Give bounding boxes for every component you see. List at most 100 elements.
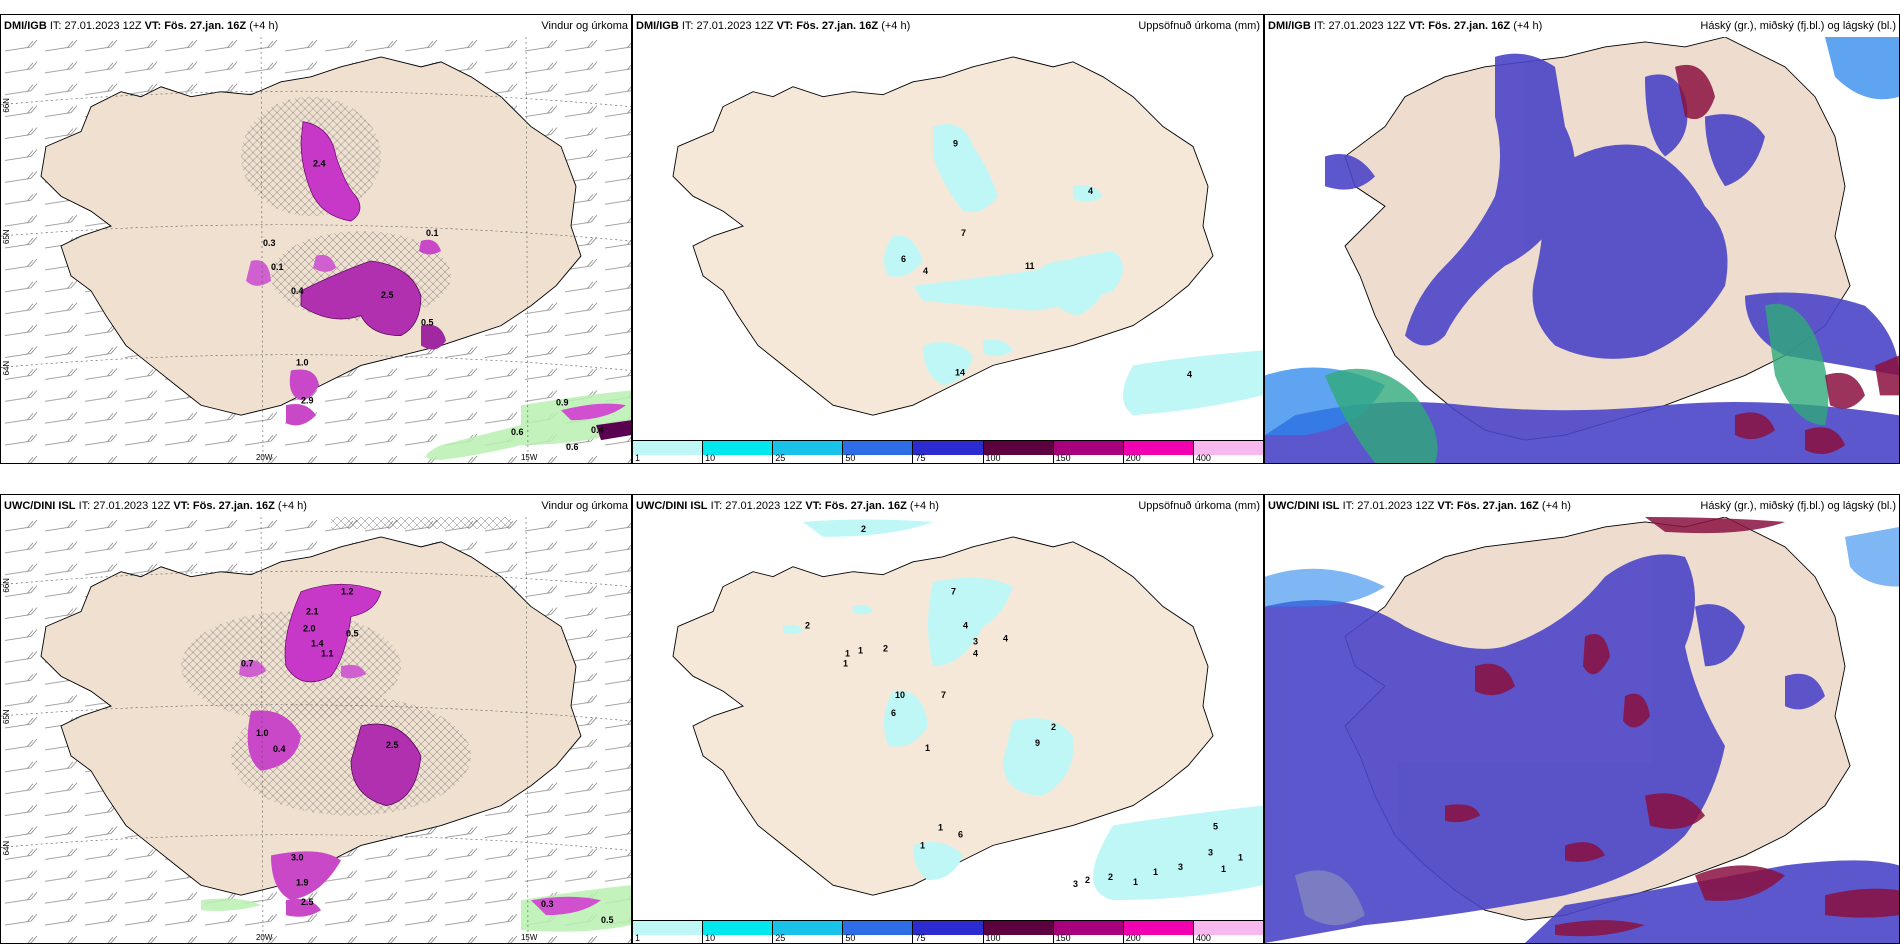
lat-label: 65N [2,229,11,244]
value-label: 1 [1153,867,1158,877]
colorbar-swatch [913,921,983,935]
value-label: 4 [923,266,928,276]
value-label: 7 [951,587,956,597]
precip-area [289,369,319,401]
colorbar-segment: 50 [843,921,914,943]
value-label: 9 [1035,738,1040,748]
colorbar-segment: 50 [843,441,914,463]
colorbar-swatch [913,441,983,455]
colorbar-label: 200 [1125,933,1141,943]
colorbar-segment: 100 [983,921,1054,943]
value-label: 2.5 [381,290,394,300]
lat-label: 64N [2,361,11,376]
value-label: 2.9 [301,395,314,405]
mid-cloud [1675,64,1899,455]
panel-title: Vindur og úrkoma [541,500,628,512]
precip-shading [884,124,1263,416]
value-label: 4 [1003,633,1008,643]
colorbar-segment: 200 [1123,921,1194,943]
mid-cloud [1445,517,1899,937]
value-label: 0.5 [601,915,614,925]
valid-time: VT: Fös. 27.jan. 16Z [144,20,247,32]
value-label: 2.1 [306,607,319,617]
lon-label: 20W [256,453,273,462]
wind-precip-map: 20W 15W 66N 65N 64N 1.2 2.1 2.0 1.4 0.5 0.7 1.… [1,517,631,943]
value-label: 1.2 [341,587,354,597]
precip-area [201,898,261,911]
init-time: IT: 27.01.2023 12Z [710,500,803,512]
value-label: 0.1 [271,262,284,272]
value-label: 1.1 [321,648,334,658]
colorbar-swatch [843,921,913,935]
value-label: 0.3 [541,899,554,909]
lat-label: 66N [2,98,11,113]
lead-time: (+4 h) [249,20,279,32]
model-source: UWC/DINI ISL [4,500,76,512]
colorbar-segment: 100 [983,441,1054,463]
colorbar-segment: 150 [1053,921,1124,943]
value-label: 5 [1213,821,1218,831]
value-label: 6 [891,708,896,718]
value-label: 10 [895,690,905,700]
value-label: 11 [1025,261,1035,271]
high-cloud [1325,303,1829,463]
precip-area [286,404,316,426]
colorbar-segment: 1 [633,921,704,943]
colorbar-label: 100 [985,453,1001,463]
low-cloud-edge [1265,526,1899,607]
lead-time: (+4 h) [277,500,307,512]
precip-area [246,260,271,286]
colorbar-label: 25 [775,933,786,943]
colorbar-label: 10 [705,453,716,463]
value-label: 2.5 [386,740,399,750]
lon-label: 15W [521,453,538,462]
panel-uwc-accum-precip: UWC/DINI ISL IT: 27.01.2023 12Z VT: Fös.… [632,494,1264,944]
colorbar-segment: 1 [633,441,704,463]
model-source: UWC/DINI ISL [1268,500,1340,512]
iceland-landmass [40,56,582,416]
lat-label: 65N [2,709,11,724]
accum-precip-map: 9 4 7 6 4 11 14 4 [633,37,1263,441]
value-label: 7 [961,228,966,238]
precip-area [419,239,441,255]
colorbar-label: 1 [635,933,641,943]
value-label: 0.6 [566,442,579,452]
iceland-landmass [672,56,1214,416]
value-label: 3 [1178,862,1183,872]
value-label: 2 [1108,872,1113,882]
value-label: 0.4 [591,425,604,435]
accum-precip-map: 2 7 4 4 3 4 2 1 1 2 1 10 6 7 2 9 1 6 1 1 5 3 3 1 1 2 2 3 1 1 [633,517,1263,921]
colorbar-swatch [773,441,843,455]
value-label: 3 [973,636,978,646]
colorbar-segment: 200 [1123,441,1194,463]
precip-area [300,121,361,222]
value-label: 0.3 [263,238,276,248]
value-label: 0.9 [556,397,569,407]
colorbar-swatch [1053,441,1123,455]
precip-area [596,420,631,441]
colorbar-label: 150 [1055,453,1071,463]
value-label: 2 [805,620,810,630]
panel-title: Háský (gr.), miðský (fj.bl.) og lágský (… [1700,20,1896,32]
panel-header: UWC/DINI ISL IT: 27.01.2023 12Z VT: Fös.… [1265,495,1899,517]
value-label: 14 [955,367,965,377]
value-label: 3 [1073,879,1078,889]
colorbar-swatch [703,921,773,935]
value-label: 0.4 [273,744,286,754]
colorbar-swatch [1123,921,1193,935]
precip-area [239,660,266,678]
colorbar-segment: 10 [703,921,774,943]
value-label: 1 [1133,877,1138,887]
lat-label: 64N [2,841,11,856]
colorbar-segment: 25 [773,441,844,463]
precip-colorbar: 1 10 25 50 75 100 150 200 400 [633,920,1263,943]
precip-area [300,260,422,336]
iceland-landmass [672,536,1214,896]
value-label: 9 [953,138,958,148]
colorbar-segment: 25 [773,921,844,943]
precip-shading [783,519,1263,901]
value-label: 1.9 [296,877,309,887]
value-label: 7 [941,690,946,700]
precip-area [350,723,422,807]
colorbar-swatch [1123,441,1193,455]
